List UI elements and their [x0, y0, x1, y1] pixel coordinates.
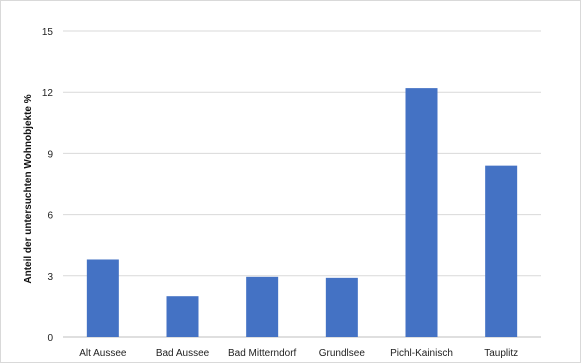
bar [86, 259, 119, 337]
bar [485, 165, 518, 337]
bars [86, 88, 518, 338]
x-tick-label: Bad Aussee [156, 348, 210, 359]
x-tick-label: Bad Mitterndorf [228, 348, 297, 359]
bar [246, 276, 279, 337]
x-tick-label: Grundlsee [319, 348, 366, 359]
y-tick-label: 6 [47, 211, 53, 222]
bar [166, 296, 199, 337]
y-tick-labels: 0 3 6 9 12 15 [42, 27, 54, 344]
x-tick-label: Alt Aussee [79, 348, 127, 359]
bar [325, 277, 358, 337]
gridlines [63, 30, 541, 338]
y-tick-label: 12 [42, 88, 54, 99]
x-tick-label: Pichl-Kainisch [390, 348, 453, 359]
y-tick-label: 0 [47, 333, 53, 344]
x-tick-label: Tauplitz [484, 348, 518, 359]
y-tick-label: 15 [42, 27, 54, 38]
y-tick-label: 9 [47, 149, 53, 160]
y-tick-label: 3 [47, 272, 53, 283]
bar [405, 88, 438, 338]
y-axis-label: Anteil der untersuchten Wohnobjekte % [23, 94, 34, 283]
x-tick-labels: Alt Aussee Bad Aussee Bad Mitterndorf Grund… [79, 348, 518, 359]
